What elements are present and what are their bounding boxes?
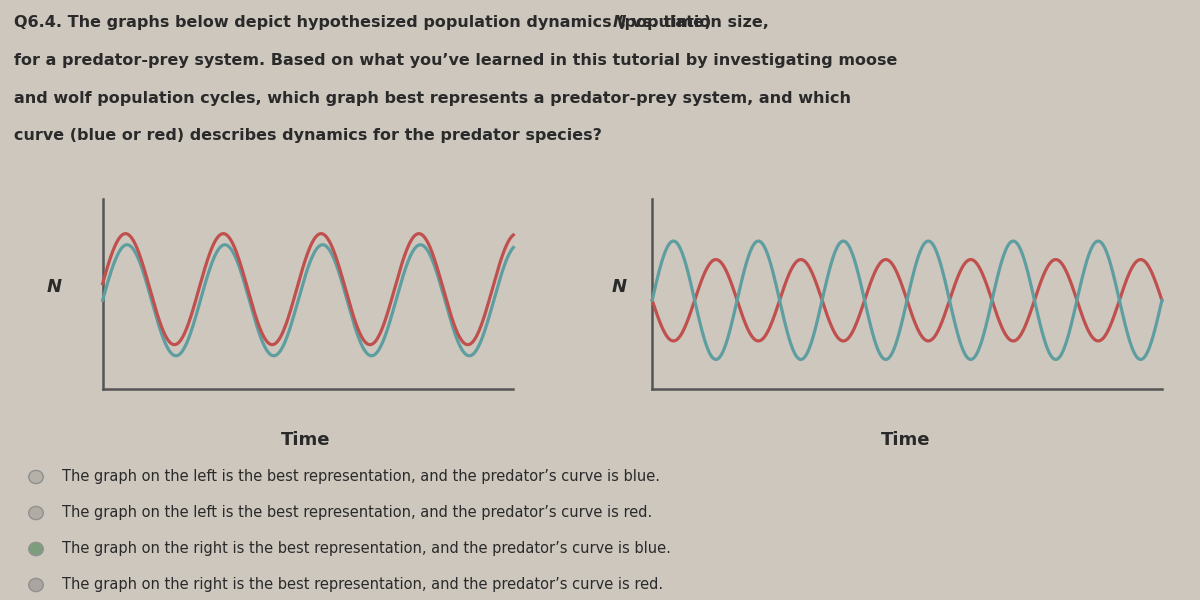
Text: Q6.4. The graphs below depict hypothesized population dynamics (population size,: Q6.4. The graphs below depict hypothesiz… [14,15,775,30]
Text: N: N [612,278,628,296]
Text: , vs. time): , vs. time) [619,15,710,30]
Text: N: N [612,15,625,30]
Text: and wolf population cycles, which graph best represents a predator-prey system, : and wolf population cycles, which graph … [14,91,852,106]
Text: The graph on the left is the best representation, and the predator’s curve is re: The graph on the left is the best repres… [62,505,653,520]
Text: curve (blue or red) describes dynamics for the predator species?: curve (blue or red) describes dynamics f… [14,128,602,143]
Text: Time: Time [281,431,331,449]
Text: The graph on the right is the best representation, and the predator’s curve is b: The graph on the right is the best repre… [62,541,671,557]
Text: The graph on the right is the best representation, and the predator’s curve is r: The graph on the right is the best repre… [62,577,664,593]
Text: N: N [47,278,61,296]
Text: for a predator-prey system. Based on what you’ve learned in this tutorial by inv: for a predator-prey system. Based on wha… [14,53,898,68]
Text: Time: Time [881,431,931,449]
Text: The graph on the left is the best representation, and the predator’s curve is bl: The graph on the left is the best repres… [62,469,660,485]
